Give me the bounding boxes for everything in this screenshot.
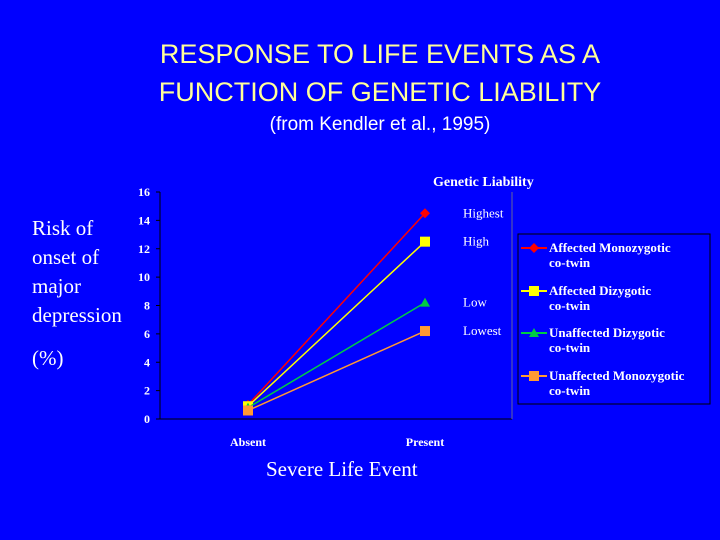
liability-label: High: [463, 234, 490, 249]
y-axis-label: Risk of onset of major depression: [32, 216, 122, 327]
x-tick-label: Present: [406, 435, 444, 449]
data-point: [420, 208, 430, 219]
legend-label: co-twin: [549, 383, 591, 398]
annotation-title: Genetic Liability: [433, 175, 534, 190]
y-tick-label: 12: [138, 242, 150, 256]
title-line-2: FUNCTION OF GENETIC LIABILITY: [158, 77, 602, 107]
legend-label: Affected Dizygotic: [549, 283, 651, 298]
y-axis-unit-label: (%): [32, 346, 64, 370]
x-axis-label: Severe Life Event: [266, 457, 418, 481]
legend-label: Unaffected Monozygotic: [549, 368, 685, 383]
y-tick-label: 16: [138, 185, 150, 199]
data-point: [420, 326, 430, 337]
subtitle: (from Kendler et al., 1995): [269, 114, 491, 135]
y-tick-label: 2: [144, 384, 150, 398]
x-tick-label: Absent: [230, 435, 266, 449]
legend-marker: [529, 286, 539, 296]
legend-marker: [529, 371, 539, 381]
data-point: [420, 297, 430, 307]
data-point: [420, 236, 430, 247]
y-tick-label: 0: [144, 412, 150, 426]
y-tick-label: 6: [144, 327, 150, 341]
legend-label: co-twin: [549, 255, 591, 270]
legend-label: Affected Monozygotic: [549, 240, 671, 255]
liability-label: Highest: [463, 205, 504, 220]
legend-label: co-twin: [549, 298, 591, 313]
title-line-1: RESPONSE TO LIFE EVENTS AS A: [159, 39, 601, 69]
liability-label: Low: [463, 295, 487, 310]
legend-label: co-twin: [549, 340, 591, 355]
liability-label: Lowest: [463, 323, 502, 338]
series-line: [247, 212, 426, 406]
y-tick-label: 8: [144, 299, 150, 313]
legend-marker: [529, 243, 539, 253]
legend-label: Unaffected Dizygotic: [549, 325, 665, 340]
series-line: [247, 241, 426, 407]
y-tick-label: 10: [138, 270, 150, 284]
y-tick-label: 14: [138, 213, 150, 227]
legend-marker: [529, 328, 539, 337]
y-tick-label: 4: [144, 355, 150, 369]
data-point: [243, 405, 253, 416]
series-line: [247, 302, 426, 409]
series-line: [247, 330, 426, 412]
legend-box: [517, 233, 711, 405]
